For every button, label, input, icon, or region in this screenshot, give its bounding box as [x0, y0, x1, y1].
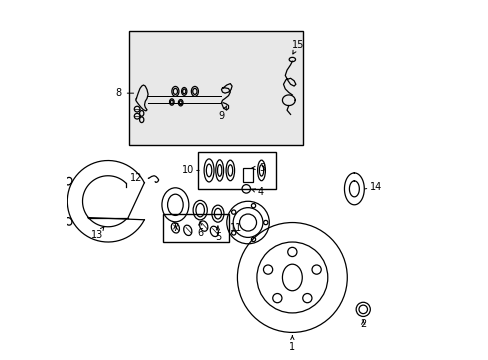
Text: 8: 8 [115, 88, 133, 98]
FancyBboxPatch shape [129, 31, 303, 145]
Text: 7: 7 [172, 223, 178, 233]
Text: 1: 1 [289, 336, 295, 352]
Text: 3: 3 [251, 163, 265, 172]
Text: 4: 4 [251, 188, 263, 197]
Text: 15: 15 [291, 40, 303, 54]
Text: 6: 6 [197, 222, 203, 238]
Text: 9: 9 [218, 106, 226, 121]
Text: 10: 10 [182, 166, 199, 175]
Text: 2: 2 [359, 319, 366, 329]
Text: 5: 5 [214, 226, 221, 242]
Text: 13: 13 [91, 227, 103, 240]
Text: 12: 12 [130, 173, 148, 183]
Text: 14: 14 [364, 182, 381, 192]
Text: 11: 11 [229, 223, 241, 233]
